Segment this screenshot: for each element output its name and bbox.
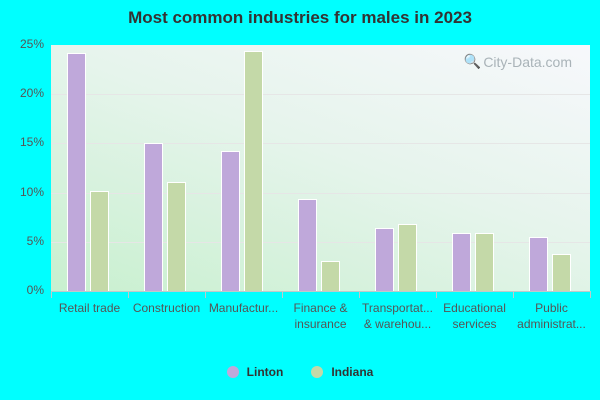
bar-indiana[interactable] — [244, 50, 263, 291]
x-tick — [436, 291, 437, 298]
bar-indiana[interactable] — [475, 232, 494, 291]
bar-linton[interactable] — [67, 52, 86, 291]
x-tick — [128, 291, 129, 298]
legend-swatch-icon — [226, 366, 239, 378]
bar-indiana[interactable] — [167, 181, 186, 291]
legend-label: Indiana — [331, 365, 374, 379]
magnifier-chart-icon: 🔍 — [463, 53, 482, 69]
x-tick — [590, 291, 591, 298]
legend: Linton Indiana — [0, 365, 600, 379]
y-tick-label: 10% — [19, 184, 44, 199]
bar-linton[interactable] — [298, 198, 317, 291]
plot-area: 🔍 City-Data.com — [51, 45, 590, 291]
bar-linton[interactable] — [529, 236, 548, 291]
y-tick-label: 25% — [19, 37, 44, 51]
bar-indiana[interactable] — [552, 253, 571, 291]
chart-title: Most common industries for males in 2023 — [128, 8, 472, 27]
bar-indiana[interactable] — [90, 190, 109, 291]
gridline — [51, 143, 590, 145]
x-tick-label: Finance & insurance — [293, 301, 348, 331]
legend-item-linton[interactable]: Linton — [226, 365, 284, 379]
x-tick-label: Transportat... & warehou... — [362, 301, 433, 331]
x-tick-label: Retail trade — [58, 301, 121, 315]
x-tick — [513, 291, 514, 298]
x-tick-label: Manufactur... — [208, 301, 279, 315]
y-tick-label: 20% — [19, 86, 44, 101]
x-tick — [205, 291, 206, 298]
watermark: 🔍 City-Data.com — [463, 53, 572, 70]
y-tick-label: 15% — [19, 135, 44, 150]
bar-indiana[interactable] — [398, 224, 417, 291]
y-tick-label: 5% — [26, 233, 44, 248]
x-tick — [51, 291, 52, 298]
legend-swatch-icon — [311, 366, 324, 378]
x-tick-label: Public administrat... — [517, 301, 586, 331]
x-tick — [359, 291, 360, 298]
x-axis — [51, 291, 590, 292]
bar-linton[interactable] — [452, 232, 471, 291]
bar-linton[interactable] — [221, 151, 240, 291]
gridline — [51, 241, 590, 243]
gridline — [51, 192, 590, 194]
gridline — [51, 94, 590, 96]
legend-label: Linton — [246, 365, 284, 379]
x-tick-label: Construction — [132, 301, 201, 315]
bar-linton[interactable] — [144, 143, 163, 291]
x-tick — [282, 291, 283, 298]
bar-indiana[interactable] — [321, 261, 340, 291]
bar-linton[interactable] — [375, 228, 394, 291]
y-tick-label: 0% — [26, 283, 44, 297]
x-tick-label: Educational services — [443, 301, 506, 331]
legend-item-indiana[interactable]: Indiana — [311, 365, 373, 379]
